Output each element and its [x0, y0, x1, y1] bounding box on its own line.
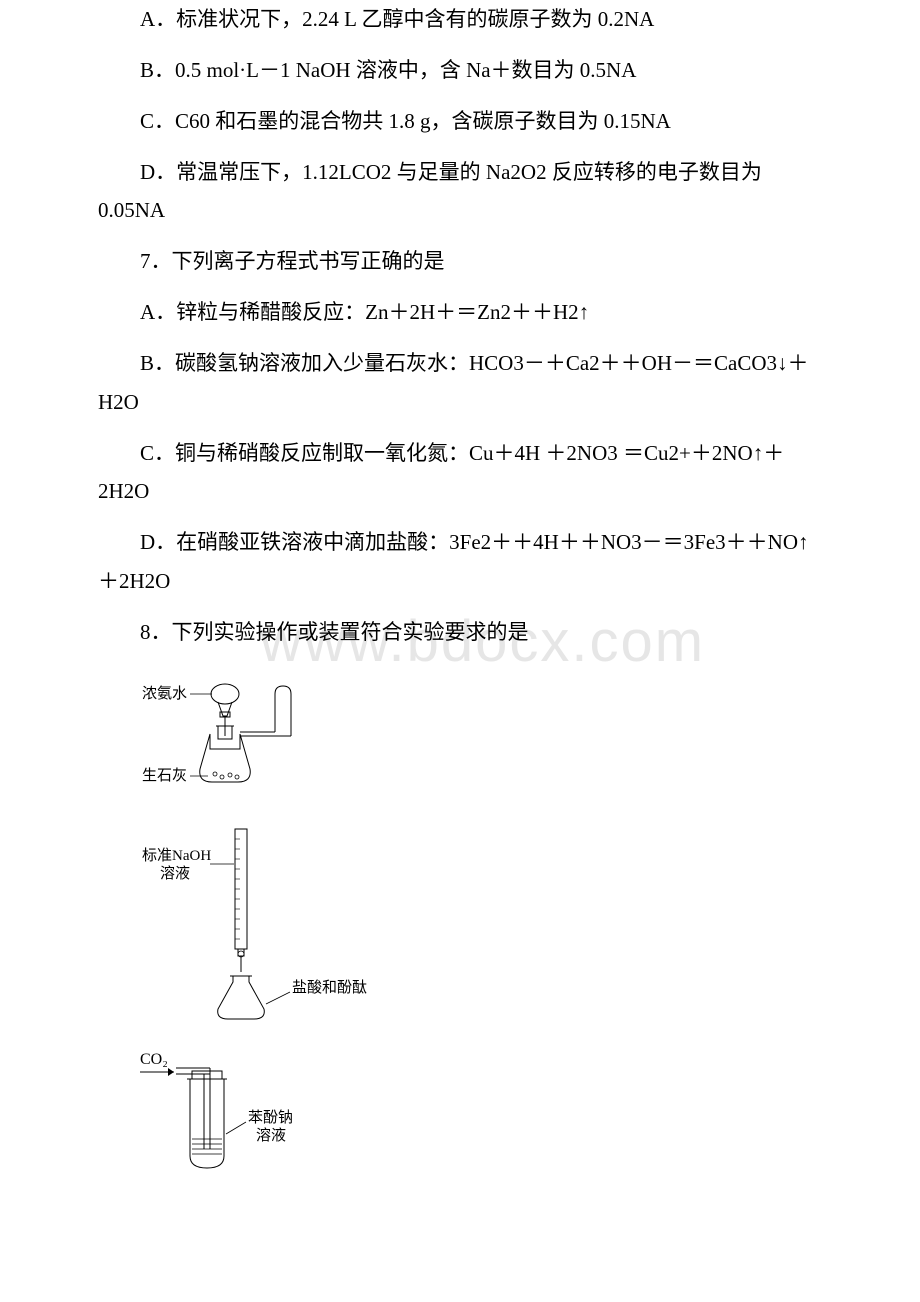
q7-option-b: B．碳酸氢钠溶液加入少量石灰水：HCO3－＋Ca2＋＋OH－＝CaCO3↓＋H2…: [0, 344, 920, 422]
q7-stem: 7．下列离子方程式书写正确的是: [0, 242, 920, 281]
diag2-label-left1: 标准NaOH: [142, 847, 211, 864]
q6-option-b: B．0.5 mol·L－1 NaOH 溶液中，含 Na＋数目为 0.5NA: [0, 51, 920, 90]
q7-option-c: C．铜与稀硝酸反应制取一氧化氮：Cu＋4H ＋2NO3 ＝Cu2+＋2NO↑＋2…: [0, 434, 920, 512]
diag3-label-co2: CO₂: [140, 1051, 168, 1068]
diag1-label-top: 浓氨水: [142, 685, 187, 702]
q7-option-d: D．在硝酸亚铁溶液中滴加盐酸：3Fe2＋＋4H＋＋NO3－＝3Fe3＋＋NO↑＋…: [0, 523, 920, 601]
q8-diagram-3: CO₂ 苯酚钠 溶液: [0, 1044, 920, 1184]
diag2-label-right: 盐酸和酚酞: [292, 979, 367, 996]
q6-option-d: D．常温常压下，1.12LCO2 与足量的 Na2O2 反应转移的电子数目为 0…: [0, 153, 920, 231]
q8-diagram-1: 浓氨水 生石灰: [0, 664, 920, 804]
diag3-label-right1: 苯酚钠: [248, 1109, 293, 1126]
q7-option-a: A．锌粒与稀醋酸反应：Zn＋2H＋＝Zn2＋＋H2↑: [0, 293, 920, 332]
q6-option-c: C．C60 和石墨的混合物共 1.8 g，含碳原子数目为 0.15NA: [0, 102, 920, 141]
q6-option-a: A．标准状况下，2.24 L 乙醇中含有的碳原子数为 0.2NA: [0, 0, 920, 39]
diag2-label-left2: 溶液: [160, 865, 190, 882]
q8-diagram-2: 标准NaOH 溶液 盐酸和酚酞: [0, 824, 920, 1024]
q8-stem: 8．下列实验操作或装置符合实验要求的是: [0, 613, 920, 652]
diag3-label-right2: 溶液: [256, 1127, 286, 1144]
diag1-label-bottom: 生石灰: [142, 767, 187, 784]
